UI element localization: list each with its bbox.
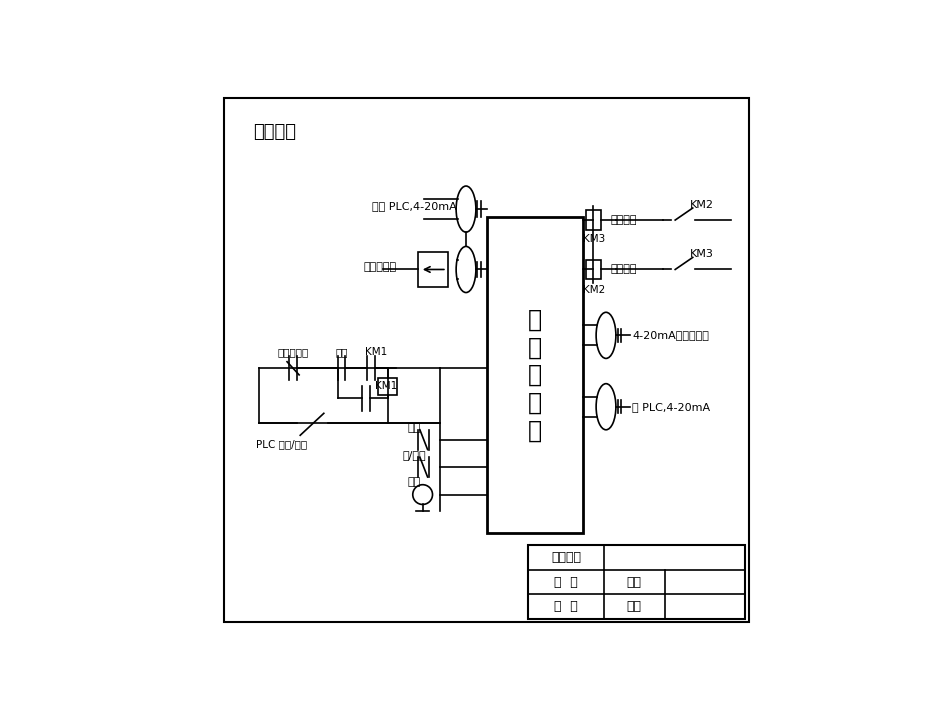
Text: KM1: KM1 — [375, 381, 397, 391]
Text: 项目名称: 项目名称 — [551, 551, 581, 564]
Text: 图号: 图号 — [627, 575, 642, 589]
Text: 启动: 启动 — [336, 347, 349, 356]
Text: 4-20mA，至转速表: 4-20mA，至转速表 — [633, 330, 710, 340]
Text: 设  计: 设 计 — [554, 575, 578, 589]
Bar — [378, 378, 397, 395]
Text: KM3: KM3 — [583, 235, 605, 245]
Bar — [586, 260, 601, 279]
Text: KM3: KM3 — [690, 249, 713, 259]
Bar — [586, 210, 601, 230]
Text: KM2: KM2 — [690, 200, 714, 210]
Bar — [418, 252, 448, 287]
Text: 至 PLC,4-20mA: 至 PLC,4-20mA — [633, 401, 711, 411]
Bar — [528, 545, 745, 619]
Text: 故障输出: 故障输出 — [611, 215, 636, 225]
Text: KM1: KM1 — [365, 347, 388, 356]
Text: KM2: KM2 — [583, 285, 605, 295]
Text: 运行输出: 运行输出 — [611, 265, 636, 275]
Text: 日期: 日期 — [627, 600, 642, 613]
Text: 来自 PLC,4-20mA: 来自 PLC,4-20mA — [371, 201, 456, 211]
Text: 操作屏手动: 操作屏手动 — [363, 262, 396, 272]
Text: 操作屏停止: 操作屏停止 — [277, 347, 309, 356]
Text: 手/自动: 手/自动 — [403, 450, 427, 460]
Text: PLC 启动/停止: PLC 启动/停止 — [256, 439, 308, 449]
Bar — [486, 217, 583, 533]
Text: 复位: 复位 — [408, 423, 421, 433]
Text: 其
它
变
频
器: 其 它 变 频 器 — [528, 307, 542, 443]
Text: 急停: 急停 — [408, 478, 421, 488]
Text: 器频调图: 器频调图 — [254, 123, 296, 141]
Text: 审  核: 审 核 — [554, 600, 578, 613]
